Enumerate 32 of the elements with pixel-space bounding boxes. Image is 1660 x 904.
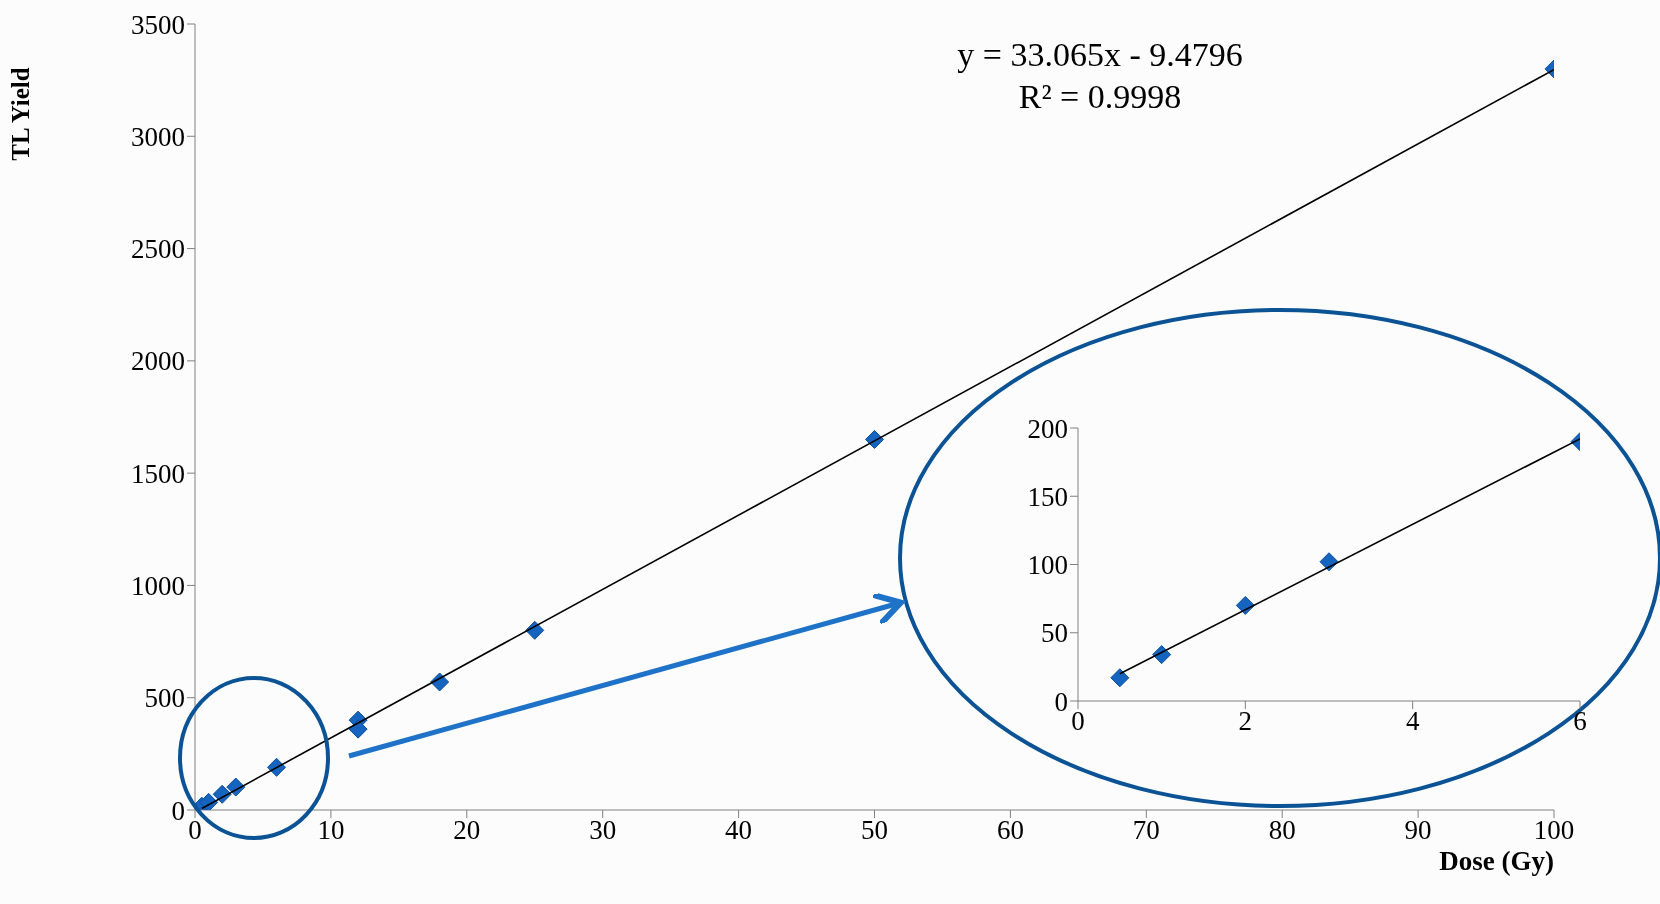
y-tick-label: 50 xyxy=(1041,618,1068,649)
x-tick-label: 60 xyxy=(996,815,1024,846)
point xyxy=(1235,595,1255,615)
y-tick-label: 200 xyxy=(1027,413,1068,444)
y-tick-label: 2000 xyxy=(131,346,185,377)
y-tick-label: 3500 xyxy=(131,9,185,40)
x-tick-label: 100 xyxy=(1533,815,1575,846)
x-tick-label: 50 xyxy=(861,815,888,846)
x-tick-label: 6 xyxy=(1573,706,1587,737)
x-tick-label: 80 xyxy=(1268,815,1296,846)
y-axis-title: TL Yield xyxy=(6,67,34,161)
annotation: R² = 0.9998 xyxy=(1017,77,1183,117)
x-tick-label: 4 xyxy=(1405,706,1420,737)
x-tick-label: 2 xyxy=(1238,706,1253,737)
y-tick-label: 100 xyxy=(1027,550,1068,581)
y-tick-label: 1500 xyxy=(131,458,185,489)
y-tick-label: 1000 xyxy=(131,571,185,602)
y-tick-label: 0 xyxy=(171,795,185,826)
x-tick-label: 10 xyxy=(317,815,345,846)
x-tick-label: 30 xyxy=(589,815,617,846)
x-tick-label: 20 xyxy=(453,815,481,846)
y-tick-label: 2500 xyxy=(131,234,185,265)
x-tick-label: 40 xyxy=(725,815,753,846)
point xyxy=(1110,668,1130,688)
x-axis-title: Dose (Gy) xyxy=(1439,846,1554,876)
y-tick-label: 0 xyxy=(1054,686,1068,717)
x-tick-label: 70 xyxy=(1132,815,1160,846)
y-tick-label: 3000 xyxy=(131,121,185,152)
annotation: y = 33.065x - 9.4796 xyxy=(956,35,1244,75)
y-tick-label: 500 xyxy=(144,683,185,714)
y-tick-label: 150 xyxy=(1027,481,1068,512)
x-tick-label: 90 xyxy=(1404,815,1432,846)
